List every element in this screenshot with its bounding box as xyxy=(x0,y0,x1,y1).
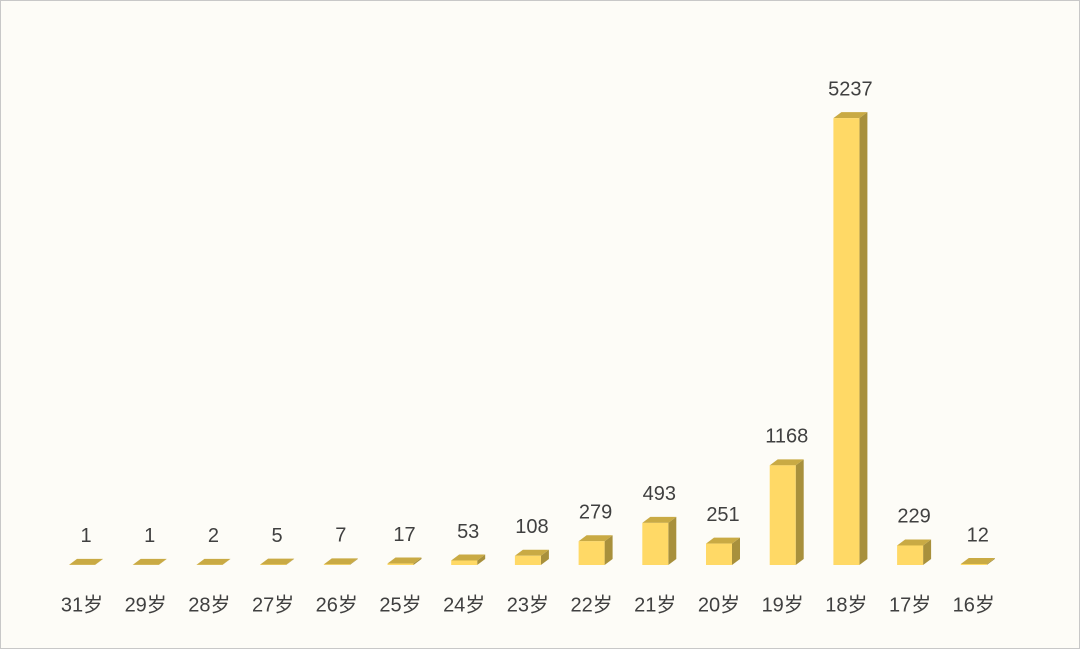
bar xyxy=(323,558,358,565)
x-tick-label: 18岁 xyxy=(825,593,867,616)
bar xyxy=(260,558,295,565)
x-tick-label: 29岁 xyxy=(125,593,167,616)
bar-side xyxy=(923,539,932,565)
bar-top xyxy=(833,112,868,119)
bar-top xyxy=(323,558,358,565)
bar-front xyxy=(642,522,669,565)
bar xyxy=(706,537,740,565)
data-label: 5237 xyxy=(828,78,873,100)
bar-side xyxy=(95,558,103,565)
x-tick-label: 27岁 xyxy=(252,593,294,616)
x-tick-label: 16岁 xyxy=(953,593,995,616)
x-tick-label: 31岁 xyxy=(61,593,103,616)
bar xyxy=(960,557,995,565)
bar xyxy=(69,558,103,565)
bar xyxy=(451,554,486,565)
bar-front xyxy=(514,555,541,565)
data-label: 1168 xyxy=(765,426,808,448)
data-label: 1 xyxy=(144,525,155,547)
bar-front xyxy=(578,541,605,565)
bar-top xyxy=(69,558,103,565)
bar-side xyxy=(540,549,549,565)
bar-top xyxy=(960,557,995,564)
data-label: 251 xyxy=(706,504,739,526)
bar-front xyxy=(706,543,732,565)
bar-top xyxy=(897,539,932,546)
bar-front xyxy=(833,118,860,565)
bar-side xyxy=(859,112,868,565)
data-label: 5 xyxy=(272,525,283,547)
bar xyxy=(642,516,677,565)
x-tick-label: 24岁 xyxy=(443,593,485,616)
bar-side xyxy=(286,558,295,565)
bar-side xyxy=(795,459,804,565)
data-label: 229 xyxy=(897,506,930,528)
bar-side xyxy=(349,558,358,565)
bar-front xyxy=(897,545,924,565)
bar xyxy=(897,539,932,565)
bar-side xyxy=(668,516,677,565)
bar-side xyxy=(222,558,231,565)
x-tick-label: 17岁 xyxy=(889,593,931,616)
bar xyxy=(578,535,613,565)
bar xyxy=(833,112,868,565)
x-tick-label: 20岁 xyxy=(698,593,740,616)
bar-top xyxy=(769,459,804,466)
bar-side xyxy=(413,557,422,565)
bar xyxy=(769,459,804,565)
bar-front xyxy=(451,560,478,565)
bar-top xyxy=(196,558,231,565)
bar-side xyxy=(604,535,613,565)
bar-side xyxy=(732,537,740,565)
bar xyxy=(387,557,422,565)
data-label: 12 xyxy=(967,524,989,546)
bar-front xyxy=(323,564,350,565)
bar-side xyxy=(986,557,995,565)
x-tick-label: 28岁 xyxy=(188,593,230,616)
bar-front xyxy=(960,563,987,565)
x-tick-label: 21岁 xyxy=(634,593,676,616)
data-label: 17 xyxy=(393,524,415,546)
bar-side xyxy=(477,554,486,565)
bar xyxy=(132,558,167,565)
data-label: 493 xyxy=(643,483,676,505)
x-tick-label: 26岁 xyxy=(316,593,358,616)
bar-front xyxy=(769,465,796,565)
bar-top xyxy=(706,537,740,544)
bar-top xyxy=(578,535,613,542)
data-label: 53 xyxy=(457,521,479,543)
bar-top xyxy=(642,516,677,523)
bar-top xyxy=(260,558,295,565)
x-tick-label: 25岁 xyxy=(379,593,421,616)
data-label: 7 xyxy=(335,525,346,547)
data-label: 2 xyxy=(208,525,219,547)
bar-side xyxy=(158,558,167,565)
data-label: 279 xyxy=(579,501,612,523)
data-label: 1 xyxy=(80,525,91,547)
data-label: 108 xyxy=(515,516,548,538)
x-tick-label: 23岁 xyxy=(507,593,549,616)
x-tick-label: 22岁 xyxy=(570,593,612,616)
bar-top xyxy=(451,554,486,561)
bar xyxy=(196,558,231,565)
bar-top xyxy=(514,549,549,556)
x-tick-label: 19岁 xyxy=(762,593,804,616)
bar-front xyxy=(387,563,414,565)
bar-top xyxy=(387,557,422,564)
bar-top xyxy=(132,558,167,565)
bar xyxy=(514,549,549,565)
